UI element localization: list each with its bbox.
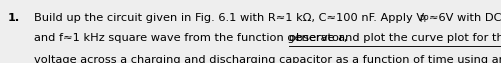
- Text: PP: PP: [419, 15, 428, 24]
- Text: 1.: 1.: [8, 13, 20, 23]
- Text: voltage across a charging and discharging capacitor as a function of time using : voltage across a charging and dischargin…: [34, 55, 501, 63]
- Text: ≈6V with DC offset≈ 3V: ≈6V with DC offset≈ 3V: [429, 13, 501, 23]
- Text: Build up the circuit given in Fig. 6.1 with R≈1 kΩ, C≈100 nF. Apply V: Build up the circuit given in Fig. 6.1 w…: [34, 13, 424, 23]
- Text: and f≈1 kHz square wave from the function generator,: and f≈1 kHz square wave from the functio…: [34, 33, 351, 43]
- Text: observe and plot the curve plot for the AC: observe and plot the curve plot for the …: [289, 33, 501, 43]
